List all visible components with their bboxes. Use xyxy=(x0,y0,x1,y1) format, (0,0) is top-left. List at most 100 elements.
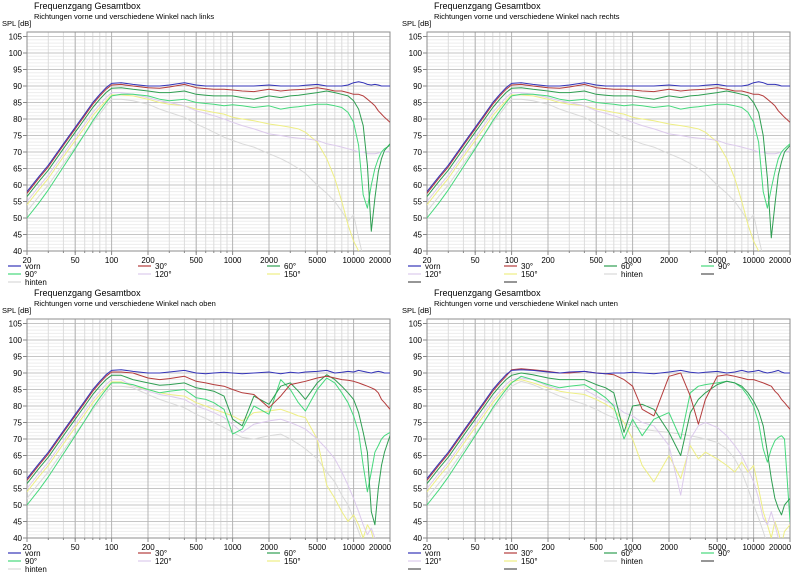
y-tick-label: 40 xyxy=(413,247,422,256)
grid xyxy=(26,32,391,251)
y-tick-label: 75 xyxy=(13,132,22,141)
y-tick-label: 45 xyxy=(413,231,422,240)
axis-ticks xyxy=(423,323,791,542)
legend-label: 60° xyxy=(284,549,296,558)
legend-label: 90° xyxy=(25,270,37,279)
x-tick-label: 50 xyxy=(71,256,80,265)
y-tick-label: 55 xyxy=(413,485,422,494)
y-tick-label: 85 xyxy=(413,99,422,108)
x-tick-label: 500 xyxy=(590,256,604,265)
y-axis-label: SPL [dB] xyxy=(402,19,432,28)
legend-label: vorn xyxy=(425,262,441,271)
y-tick-label: 55 xyxy=(13,198,22,207)
y-tick-label: 60 xyxy=(13,181,22,190)
legend-label: 30° xyxy=(155,549,167,558)
y-tick-label: 65 xyxy=(413,165,422,174)
y-tick-label: 60 xyxy=(413,468,422,477)
curve-deg60 xyxy=(27,374,390,526)
y-tick-label: 55 xyxy=(413,198,422,207)
legend-label: hinten xyxy=(25,278,47,287)
legend: vorn 30° 60° 90° 120° 150° hinten xyxy=(8,262,301,287)
y-tick-label: 80 xyxy=(13,115,22,124)
y-axis-tick-labels: 105 100 95 90 85 80 75 70 65 60 55 50 45 40 xyxy=(9,320,23,544)
x-tick-label: 20 xyxy=(23,256,32,265)
y-tick-label: 75 xyxy=(13,419,22,428)
curve-deg120 xyxy=(27,92,390,202)
y-tick-label: 80 xyxy=(13,402,22,411)
curve-deg60 xyxy=(427,87,790,239)
x-tick-label: 50 xyxy=(471,256,480,265)
y-axis-label: SPL [dB] xyxy=(2,306,32,315)
x-tick-label: 5000 xyxy=(708,543,726,552)
chart-winkel-links: Frequenzgang Gesamtbox Richtungen vorne … xyxy=(0,0,400,287)
curve-deg60 xyxy=(27,87,390,232)
y-tick-label: 45 xyxy=(13,231,22,240)
legend-label: 60° xyxy=(284,262,296,271)
y-tick-label: 85 xyxy=(13,386,22,395)
curve-deg150 xyxy=(427,94,760,251)
grid xyxy=(426,319,791,538)
chart-subtitle: Richtungen vorne und verschiedene Winkel… xyxy=(434,299,618,308)
x-tick-label: 20 xyxy=(423,543,432,552)
y-tick-label: 50 xyxy=(13,214,22,223)
legend-label: 120° xyxy=(155,270,172,279)
curve-hinten xyxy=(27,385,362,538)
legend-label: hinten xyxy=(25,565,47,574)
curve-hinten xyxy=(27,98,363,251)
x-tick-label: 2000 xyxy=(260,256,278,265)
curve-hinten xyxy=(427,98,763,251)
y-tick-label: 90 xyxy=(13,369,22,378)
x-tick-label: 2000 xyxy=(260,543,278,552)
x-tick-label: 1000 xyxy=(224,543,242,552)
y-tick-label: 95 xyxy=(13,66,22,75)
x-tick-label: 500 xyxy=(190,256,204,265)
curve-deg90 xyxy=(27,377,390,506)
curve-deg30 xyxy=(27,83,390,194)
x-tick-label: 20 xyxy=(423,256,432,265)
y-axis-tick-labels: 105 100 95 90 85 80 75 70 65 60 55 50 45 40 xyxy=(409,320,423,544)
y-tick-label: 95 xyxy=(413,66,422,75)
axis-ticks xyxy=(423,36,791,255)
legend: vorn 30° 60° 90° 120° 150° hinten xyxy=(8,549,301,574)
y-tick-label: 50 xyxy=(413,501,422,510)
legend-label: hinten xyxy=(621,270,643,279)
x-tick-label: 20 xyxy=(23,543,32,552)
chart-subtitle: Richtungen vorne und verschiedene Winkel… xyxy=(434,12,620,21)
y-tick-label: 75 xyxy=(413,132,422,141)
x-tick-label: 5000 xyxy=(308,543,326,552)
y-tick-label: 100 xyxy=(409,49,423,58)
x-tick-label: 20000 xyxy=(369,256,392,265)
curve-vorn xyxy=(427,369,790,480)
y-tick-label: 105 xyxy=(9,320,23,329)
chart-subtitle: Richtungen vorne und verschiedene Winkel… xyxy=(34,12,215,21)
chart-title: Frequenzgang Gesamtbox xyxy=(434,288,541,298)
y-tick-label: 70 xyxy=(13,148,22,157)
legend-label: vorn xyxy=(425,549,441,558)
legend-label: 150° xyxy=(284,557,301,566)
curve-deg30 xyxy=(427,83,790,194)
legend-label: 60° xyxy=(621,549,633,558)
y-axis-tick-labels: 105 100 95 90 85 80 75 70 65 60 55 50 45 40 xyxy=(9,33,23,257)
x-axis-tick-labels: 20 50 100 200 500 1000 2000 5000 10000 20000 xyxy=(423,256,792,265)
x-tick-label: 10000 xyxy=(742,256,765,265)
x-tick-label: 200 xyxy=(541,256,555,265)
x-axis-tick-labels: 20 50 100 200 500 1000 2000 5000 10000 20000 xyxy=(423,543,792,552)
y-tick-label: 105 xyxy=(409,33,423,42)
x-tick-label: 5000 xyxy=(308,256,326,265)
y-tick-label: 90 xyxy=(13,82,22,91)
chart-title: Frequenzgang Gesamtbox xyxy=(34,288,141,298)
legend-label: 90° xyxy=(25,557,37,566)
y-tick-label: 50 xyxy=(13,501,22,510)
plot-border xyxy=(26,31,391,252)
y-tick-label: 85 xyxy=(413,386,422,395)
x-tick-label: 1000 xyxy=(224,256,242,265)
y-tick-label: 45 xyxy=(13,518,22,527)
chart-winkel-oben: Frequenzgang Gesamtbox Richtungen vorne … xyxy=(0,287,400,574)
curve-deg90 xyxy=(27,93,390,219)
curve-deg150 xyxy=(27,381,374,538)
x-tick-label: 2000 xyxy=(660,543,678,552)
x-tick-label: 200 xyxy=(541,543,555,552)
x-tick-label: 100 xyxy=(105,543,119,552)
